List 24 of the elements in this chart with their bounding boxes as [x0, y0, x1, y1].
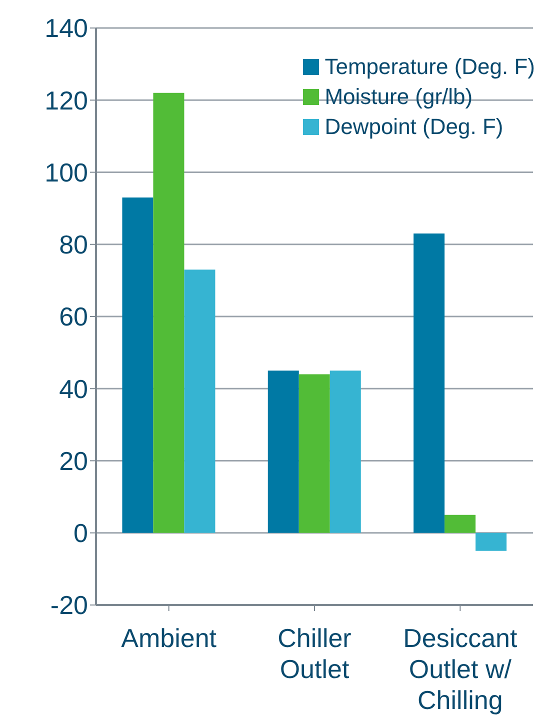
bar [414, 234, 445, 533]
y-tick-label: 140 [44, 13, 88, 44]
x-tick-label: Ambient [121, 623, 218, 653]
bar [184, 270, 216, 533]
bar [444, 514, 476, 533]
x-tick-label: Chiller Outlet [278, 623, 352, 684]
bar [122, 197, 154, 533]
bar [476, 532, 507, 551]
y-tick-label: 40 [59, 374, 88, 404]
legend-label: Dewpoint (Deg. F) [324, 113, 504, 141]
y-tick-label: -20 [50, 590, 88, 620]
y-tick-label: 80 [59, 230, 88, 260]
bar [268, 370, 299, 533]
bar [330, 370, 361, 533]
bar [298, 374, 330, 533]
bar [153, 92, 184, 533]
y-tick-label: 20 [59, 446, 88, 476]
legend-label: Temperature (Deg. F) [324, 53, 535, 81]
x-tick-label: Desiccant Outlet w/ Chilling [403, 623, 518, 715]
y-tick-label: 100 [44, 157, 88, 188]
y-tick-label: 0 [74, 518, 88, 548]
legend-label: Moisture (gr/lb) [324, 83, 473, 111]
y-tick-label: 60 [59, 302, 88, 332]
y-tick-label: 120 [44, 85, 88, 116]
